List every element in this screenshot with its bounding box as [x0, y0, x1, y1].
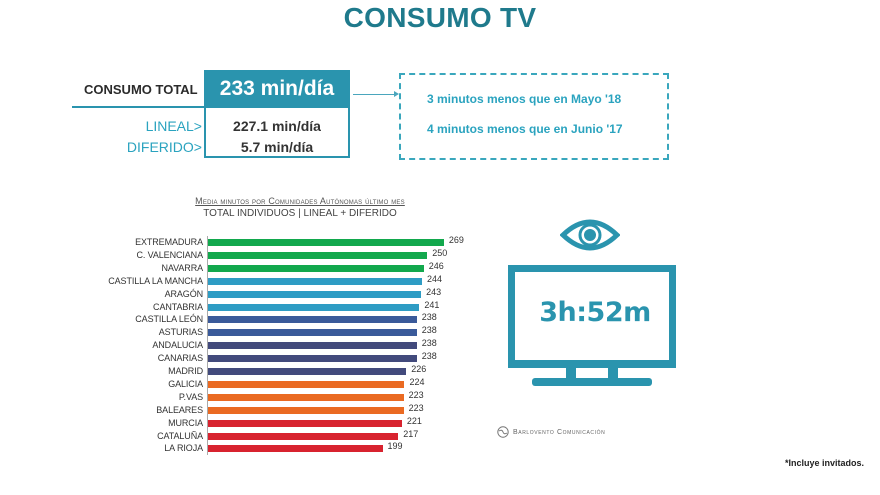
- bar: [208, 316, 417, 324]
- bar-value-label: 221: [406, 415, 422, 426]
- bar-row: CANTABRIA 241: [0, 299, 480, 314]
- tv-time-value: 3h:52m: [539, 297, 651, 328]
- bar-value-label: 238: [421, 338, 437, 349]
- chart-axis: [207, 236, 208, 455]
- bar: [208, 355, 417, 363]
- bar-value-label: 226: [411, 364, 427, 374]
- bar-value-label: 217: [403, 428, 419, 439]
- bar: [208, 342, 417, 350]
- bar-category-label: ANDALUCIA: [152, 340, 203, 351]
- bar-row: CASTILLA LEÓN 238: [0, 312, 480, 326]
- bar-category-label: MADRID: [168, 366, 203, 376]
- bar-value-label: 238: [421, 312, 437, 323]
- bar: [208, 277, 422, 285]
- bar-category-label: EXTREMADURA: [135, 237, 203, 247]
- bar-row: ARAGÓN 243: [0, 286, 480, 301]
- arrow-head-icon: [394, 91, 399, 97]
- bar-row: LA RIOJA 199: [0, 441, 480, 455]
- bar: [208, 419, 402, 427]
- bar-value-label: 223: [408, 402, 424, 413]
- bar-category-label: P.VAS: [178, 391, 203, 402]
- bar-category-label: NAVARRA: [161, 262, 204, 273]
- bar-category-label: GALICIA: [168, 378, 203, 389]
- bar-category-label: CATALUÑA: [157, 430, 203, 441]
- arrow-connector: [353, 94, 397, 95]
- bar: [208, 445, 383, 453]
- bar-row: CATALUÑA 217: [0, 428, 480, 443]
- bar-category-label: C. VALENCIANA: [136, 249, 203, 260]
- bar: [208, 251, 428, 259]
- bar-category-label: BALEARES: [156, 404, 203, 415]
- bar-category-label: LA RIOJA: [164, 443, 203, 454]
- eye-icon: [560, 219, 620, 251]
- bar-category-label: ASTURIAS: [158, 327, 203, 338]
- bar: [208, 303, 420, 311]
- comparison-may: 3 minutos menos que en Mayo '18: [427, 92, 622, 106]
- bar-value-label: 224: [409, 376, 425, 387]
- bar-row: BALEARES 223: [0, 402, 480, 417]
- bar-value-label: 241: [424, 299, 440, 310]
- comparison-box: 3 minutos menos que en Mayo '18 4 minuto…: [399, 73, 669, 160]
- chart-subtitle: TOTAL INDIVIDUOS | LINEAL + DIFERIDO: [203, 208, 397, 219]
- bar-row: NAVARRA 246: [0, 260, 480, 275]
- bar-row: CANARIAS 238: [0, 351, 480, 365]
- bar: [208, 393, 404, 401]
- bar-row: MURCIA 221: [0, 415, 480, 430]
- bar-row: EXTREMADURA 269: [0, 235, 480, 249]
- bar: [208, 406, 404, 414]
- bar-value-label: 244: [426, 273, 443, 284]
- bar: [208, 432, 399, 440]
- bar-value-label: 238: [421, 325, 437, 336]
- diferido-value: 5.7 min/día: [240, 139, 314, 155]
- comparison-june: 4 minutos menos que en Junio '17: [427, 122, 623, 136]
- bar-row: ASTURIAS 238: [0, 325, 480, 339]
- diferido-label: DIFERIDO>: [126, 139, 202, 155]
- page-title: CONSUMO TV: [343, 2, 537, 33]
- bar: [208, 380, 405, 388]
- total-underline-divider: [72, 106, 204, 108]
- bar: [208, 290, 422, 298]
- bar: [208, 239, 444, 246]
- footnote: *Incluye invitados.: [785, 458, 865, 468]
- bar-category-label: MURCIA: [168, 417, 203, 428]
- bar-value-label: 199: [387, 441, 403, 452]
- bar-value-label: 223: [408, 389, 424, 400]
- bar: [208, 368, 407, 375]
- globe-logo-icon: [497, 426, 509, 438]
- bar: [208, 264, 424, 272]
- bar-category-label: CASTILLA LA MANCHA: [108, 275, 203, 286]
- total-consumption-value: 233 min/día: [204, 70, 350, 108]
- bar-row: P.VAS 223: [0, 389, 480, 404]
- bar-row: MADRID 226: [0, 364, 480, 378]
- bar-row: ANDALUCIA 238: [0, 338, 480, 352]
- bar-category-label: ARAGÓN: [164, 288, 204, 299]
- breakdown-box: [204, 108, 350, 158]
- bar-category-label: CANARIAS: [157, 353, 203, 364]
- barlovento-logo: Barlovento Comunicación: [497, 426, 605, 438]
- lineal-label: LINEAL>: [145, 118, 202, 134]
- lineal-value: 227.1 min/día: [233, 118, 321, 134]
- bar-value-label: 246: [428, 260, 444, 271]
- total-consumption-label: CONSUMO TOTAL: [84, 82, 198, 97]
- bar-value-label: 269: [448, 235, 464, 245]
- logo-text: Barlovento Comunicación: [513, 428, 606, 436]
- bar-value-label: 250: [432, 247, 448, 258]
- chart-title: Media minutos por Comunidades Autónomas …: [195, 196, 405, 206]
- bar: [208, 329, 417, 337]
- bar-category-label: CANTABRIA: [153, 301, 203, 312]
- bar-value-label: 243: [426, 286, 442, 297]
- bar-row: CASTILLA LA MANCHA 244: [0, 273, 480, 288]
- bar-row: C. VALENCIANA 250: [0, 247, 480, 262]
- bar-row: GALICIA 224: [0, 376, 480, 391]
- bar-value-label: 238: [421, 351, 437, 362]
- bar-category-label: CASTILLA LEÓN: [135, 314, 203, 325]
- tv-icon: [508, 265, 676, 386]
